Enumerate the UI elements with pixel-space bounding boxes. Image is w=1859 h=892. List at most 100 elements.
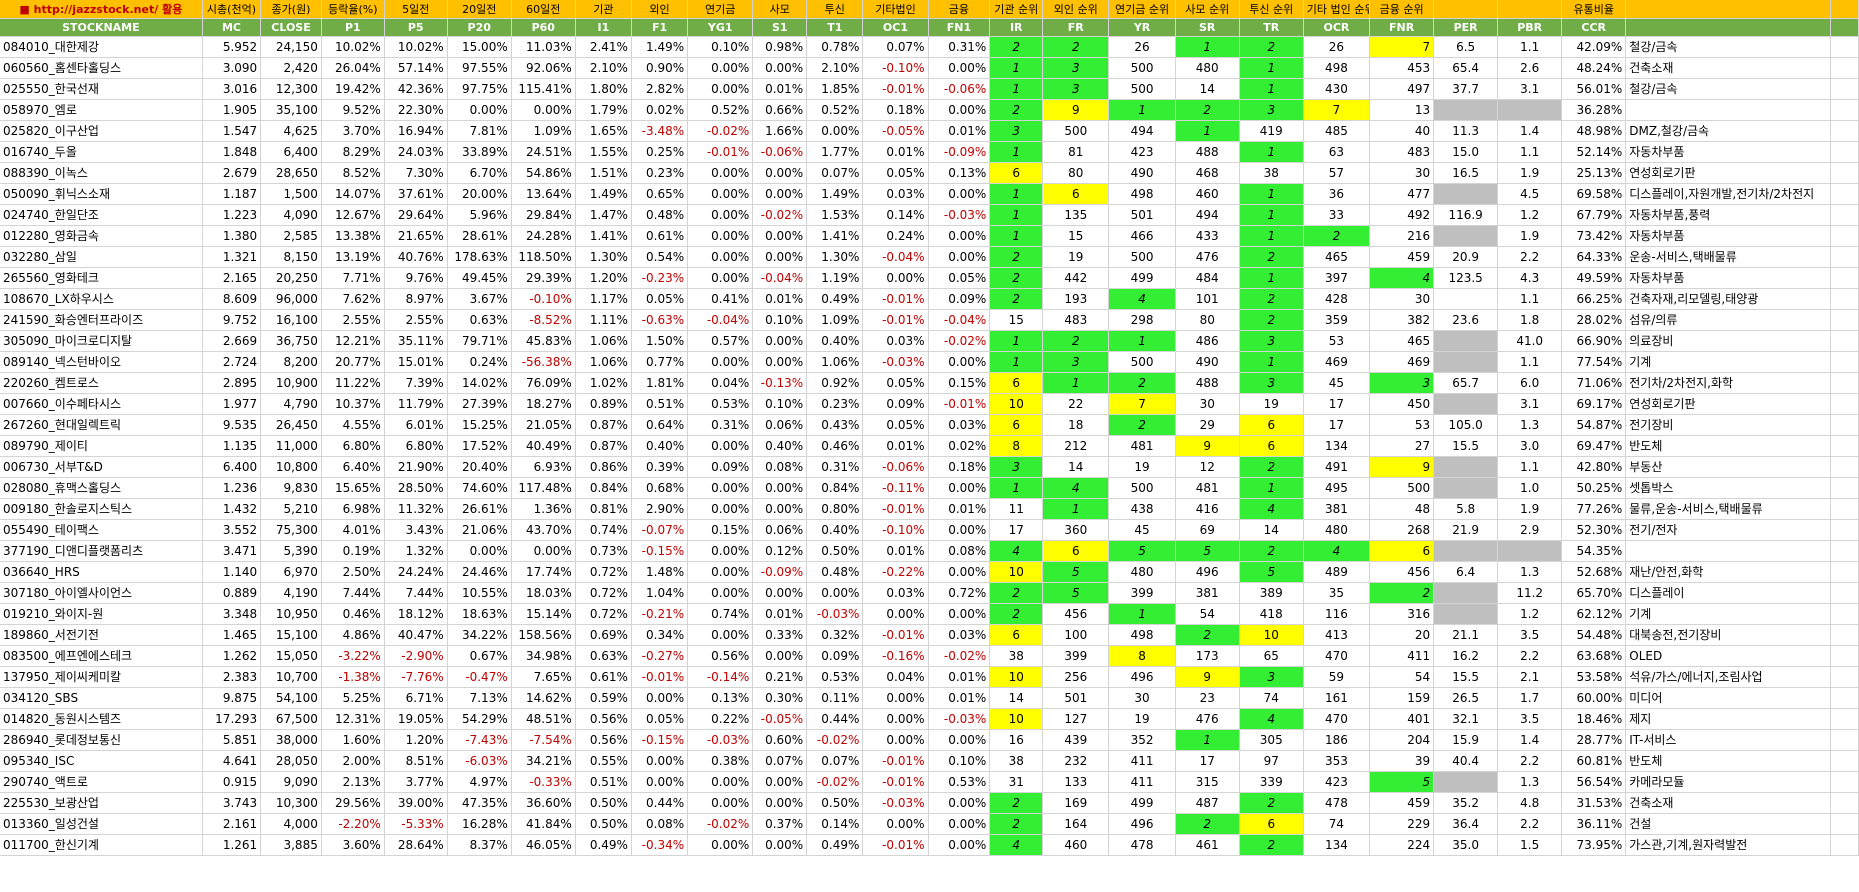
rank-cell[interactable]: 2 [989, 99, 1044, 121]
rank-cell[interactable]: 8 [1108, 645, 1176, 667]
sector-cell[interactable]: 석유/가스/에너지,조림사업 [1625, 666, 1831, 688]
value-cell[interactable]: 0.13% [928, 162, 991, 184]
value-cell[interactable]: 21.06% [447, 519, 512, 541]
empty-cell[interactable] [1830, 36, 1859, 58]
rank-cell[interactable]: 216 [1369, 225, 1435, 247]
rank-cell[interactable]: 14 [1175, 78, 1240, 100]
value-cell[interactable]: 5.96% [447, 204, 512, 226]
rank-cell[interactable]: 6 [989, 414, 1044, 436]
value-cell[interactable]: 0.00% [752, 225, 808, 247]
rank-cell[interactable]: 81 [1042, 141, 1110, 163]
rank-cell[interactable]: 488 [1175, 141, 1240, 163]
value-cell[interactable]: -0.04% [752, 267, 808, 289]
table-row[interactable]: 265560_영화테크 2.165 20,250 7.71% 9.76% 49.45% 29… [0, 267, 1859, 289]
value-cell[interactable]: 96,000 [260, 288, 322, 310]
rank-cell[interactable]: 3 [1239, 330, 1304, 352]
table-row[interactable]: 307180_아이엘사이언스 0.889 4,190 7.44% 7.44% 10.55%… [0, 582, 1859, 604]
rank-cell[interactable]: 2 [1239, 309, 1304, 331]
rank-cell[interactable]: 9 [1042, 99, 1110, 121]
rank-cell[interactable]: 1 [1239, 78, 1304, 100]
column-header-cell[interactable]: SR [1175, 18, 1240, 37]
value-cell[interactable]: 0.00% [928, 519, 991, 541]
value-cell[interactable]: 27.39% [447, 393, 512, 415]
value-cell[interactable]: 0.00% [687, 183, 754, 205]
stock-name-cell[interactable]: 014820_동원시스템즈 [0, 708, 203, 730]
pbr-cell[interactable]: 1.1 [1497, 456, 1563, 478]
sector-cell[interactable]: 셋톱박스 [1625, 477, 1831, 499]
value-cell[interactable]: 5,390 [260, 540, 322, 562]
ccr-cell[interactable]: 52.14% [1561, 141, 1627, 163]
value-cell[interactable]: 0.56% [687, 645, 754, 667]
rank-cell[interactable]: 2 [1108, 372, 1176, 394]
value-cell[interactable]: -0.15% [631, 540, 689, 562]
rank-cell[interactable]: 35 [1303, 582, 1371, 604]
value-cell[interactable]: -0.11% [862, 477, 929, 499]
value-cell[interactable]: 1.49% [575, 183, 632, 205]
value-cell[interactable]: 7.39% [384, 372, 448, 394]
rank-cell[interactable]: 1 [989, 330, 1044, 352]
value-cell[interactable]: 2,420 [260, 57, 322, 79]
value-cell[interactable]: 4.641 [202, 750, 262, 772]
rank-cell[interactable]: 315 [1175, 771, 1240, 793]
value-cell[interactable]: 0.10% [928, 750, 991, 772]
value-cell[interactable]: 0.33% [752, 624, 808, 646]
rank-cell[interactable]: 2 [1239, 36, 1304, 58]
value-cell[interactable]: 2.383 [202, 666, 262, 688]
rank-cell[interactable]: 57 [1303, 162, 1371, 184]
value-cell[interactable]: -0.03% [928, 204, 991, 226]
table-row[interactable]: 137950_제이씨케미칼 2.383 10,700 -1.38% -7.76% -0.4… [0, 666, 1859, 688]
value-cell[interactable]: 0.00% [511, 540, 576, 562]
value-cell[interactable]: 19.42% [321, 78, 385, 100]
column-header-cell[interactable]: S1 [752, 18, 808, 37]
rank-cell[interactable]: 6 [989, 162, 1044, 184]
value-cell[interactable]: -0.01% [687, 141, 754, 163]
pbr-cell[interactable]: 1.5 [1497, 834, 1563, 856]
value-cell[interactable]: 3.471 [202, 540, 262, 562]
value-cell[interactable]: 2,585 [260, 225, 322, 247]
value-cell[interactable]: -0.03% [687, 729, 754, 751]
value-cell[interactable]: 1.11% [575, 309, 632, 331]
empty-cell[interactable] [1830, 435, 1859, 457]
value-cell[interactable]: 3.67% [447, 288, 512, 310]
value-cell[interactable]: 0.50% [575, 792, 632, 814]
value-cell[interactable]: 26,450 [260, 414, 322, 436]
value-cell[interactable]: 11.22% [321, 372, 385, 394]
value-cell[interactable]: 178.63% [447, 246, 512, 268]
value-cell[interactable]: 3.43% [384, 519, 448, 541]
value-cell[interactable]: 28.50% [384, 477, 448, 499]
per-cell[interactable] [1433, 330, 1499, 352]
rank-cell[interactable]: 465 [1303, 246, 1371, 268]
value-cell[interactable]: -0.01% [862, 834, 929, 856]
per-cell[interactable]: 6.4 [1433, 561, 1499, 583]
value-cell[interactable]: 0.40% [806, 519, 864, 541]
value-cell[interactable]: 4.86% [321, 624, 385, 646]
rank-cell[interactable]: 4 [1042, 477, 1110, 499]
empty-cell[interactable] [1830, 813, 1859, 835]
value-cell[interactable]: 1.49% [806, 183, 864, 205]
table-row[interactable]: 025550_한국선재 3.016 12,300 19.42% 42.36% 97.75%… [0, 78, 1859, 100]
value-cell[interactable]: -0.01% [862, 750, 929, 772]
group-header-cell[interactable]: 금융 [928, 0, 991, 19]
per-cell[interactable] [1433, 288, 1499, 310]
column-header-cell[interactable]: FNR [1369, 18, 1435, 37]
rank-cell[interactable]: 74 [1303, 813, 1371, 835]
rank-cell[interactable]: 7 [1108, 393, 1176, 415]
value-cell[interactable]: -0.06% [752, 141, 808, 163]
rank-cell[interactable]: 411 [1108, 750, 1176, 772]
ccr-cell[interactable]: 25.13% [1561, 162, 1627, 184]
rank-cell[interactable]: 489 [1303, 561, 1371, 583]
value-cell[interactable]: 4,790 [260, 393, 322, 415]
value-cell[interactable]: 7.44% [321, 582, 385, 604]
sector-cell[interactable]: 건축소재 [1625, 57, 1831, 79]
stock-name-cell[interactable]: 083500_에프엔에스테크 [0, 645, 203, 667]
table-row[interactable]: 060560_홈센타홀딩스 3.090 2,420 26.04% 57.14% 97.55… [0, 57, 1859, 79]
value-cell[interactable]: -8.52% [511, 309, 576, 331]
rank-cell[interactable]: 6 [1239, 813, 1304, 835]
value-cell[interactable]: -0.02% [687, 120, 754, 142]
value-cell[interactable]: 1.85% [806, 78, 864, 100]
sector-cell[interactable]: 자동차부품 [1625, 141, 1831, 163]
value-cell[interactable]: 15,100 [260, 624, 322, 646]
empty-cell[interactable] [1830, 687, 1859, 709]
value-cell[interactable]: 0.38% [687, 750, 754, 772]
per-cell[interactable]: 35.2 [1433, 792, 1499, 814]
